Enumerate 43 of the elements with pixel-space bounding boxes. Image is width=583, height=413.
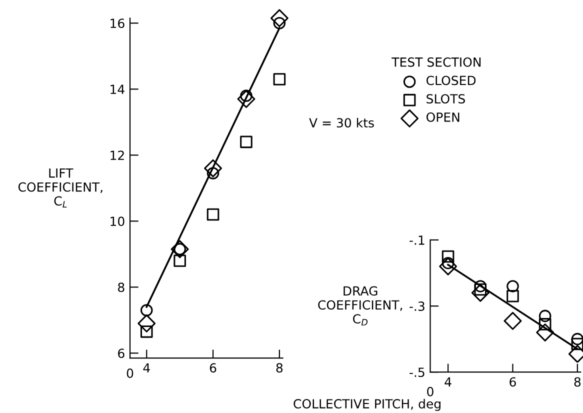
point <box>204 159 222 178</box>
point <box>273 73 286 86</box>
point <box>538 318 552 330</box>
x-tick-label: 6 <box>510 377 516 387</box>
point <box>506 290 519 302</box>
x-tick-label: 6 <box>210 363 216 373</box>
point <box>174 254 186 267</box>
legend-label: CLOSED <box>426 76 476 86</box>
y-axis-title: LIFT COEFFICIENT, C$_{L}$ <box>18 168 102 208</box>
legend-title: TEST SECTION <box>392 57 481 67</box>
y-tick-label: -.1 <box>410 236 424 245</box>
x-tick-label: 8 <box>276 363 283 373</box>
point <box>240 136 252 148</box>
y-tick-label: -.3 <box>410 302 424 311</box>
y-tick-label: 16 <box>110 18 124 28</box>
y-tick-label: 10 <box>110 216 124 226</box>
point <box>170 240 189 258</box>
y-tick-label: 12 <box>110 150 124 160</box>
point <box>571 338 583 350</box>
x-axis-title: COLLECTIVE PITCH, deg <box>294 398 440 411</box>
point <box>504 312 522 330</box>
x-tick-label: 8 <box>574 377 581 387</box>
point <box>206 208 220 221</box>
y-tick-label: -.5 <box>410 368 424 378</box>
legend-label: SLOTS <box>426 94 465 104</box>
point <box>138 314 156 332</box>
x-tick-label: 4 <box>444 377 452 386</box>
point <box>270 9 288 28</box>
text: 0 <box>427 386 434 396</box>
y-tick-label: 6 <box>118 348 124 358</box>
point <box>140 326 153 338</box>
point <box>237 90 256 108</box>
point <box>439 257 458 276</box>
text: V = 30 kts <box>309 118 374 128</box>
y-tick-label: 14 <box>110 84 124 94</box>
x-tick-label: 4 <box>143 363 150 372</box>
point <box>471 284 490 302</box>
text: 0 <box>126 368 134 378</box>
point <box>442 250 454 263</box>
y-tick-label: 8 <box>118 282 124 292</box>
y-axis-title: DRAG COEFFICIENT, C$_{D}$ <box>318 286 402 326</box>
legend-label: OPEN <box>426 112 460 122</box>
point <box>536 323 554 342</box>
